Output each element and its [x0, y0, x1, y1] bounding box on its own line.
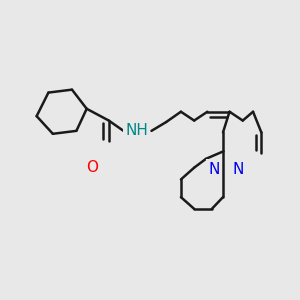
- Text: N: N: [232, 162, 244, 177]
- Text: NH: NH: [125, 123, 148, 138]
- Text: N: N: [208, 162, 220, 177]
- Text: O: O: [87, 160, 99, 175]
